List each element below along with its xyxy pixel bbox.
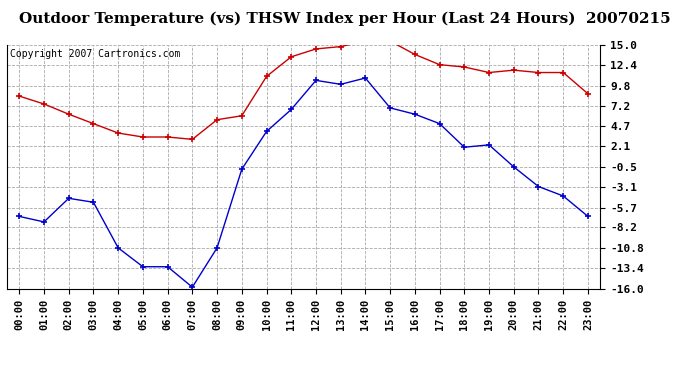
Text: Copyright 2007 Cartronics.com: Copyright 2007 Cartronics.com — [10, 49, 180, 58]
Text: Outdoor Temperature (vs) THSW Index per Hour (Last 24 Hours)  20070215: Outdoor Temperature (vs) THSW Index per … — [19, 11, 671, 26]
